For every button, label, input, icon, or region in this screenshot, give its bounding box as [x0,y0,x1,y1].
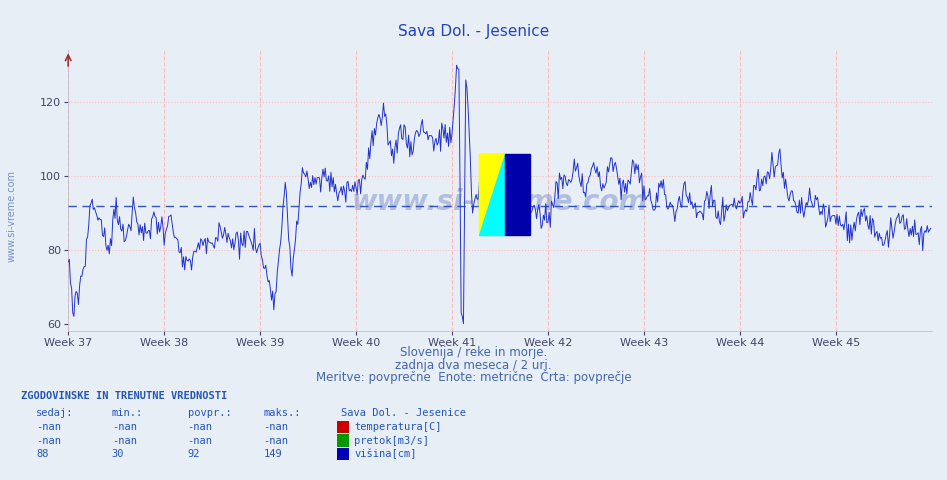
Text: ZGODOVINSKE IN TRENUTNE VREDNOSTI: ZGODOVINSKE IN TRENUTNE VREDNOSTI [21,391,227,401]
Text: www.si-vreme.com: www.si-vreme.com [7,170,16,262]
Polygon shape [479,154,505,235]
Text: maks.:: maks.: [263,408,301,418]
Text: www.si-vreme.com: www.si-vreme.com [351,188,649,216]
Text: povpr.:: povpr.: [188,408,231,418]
Text: -nan: -nan [188,435,212,445]
Bar [505,154,529,235]
Text: -nan: -nan [36,422,61,432]
Text: višina[cm]: višina[cm] [354,448,417,459]
Text: 30: 30 [112,449,124,459]
Text: sedaj:: sedaj: [36,408,74,418]
Text: Sava Dol. - Jesenice: Sava Dol. - Jesenice [341,408,466,418]
Text: 92: 92 [188,449,200,459]
Text: -nan: -nan [112,422,136,432]
Text: pretok[m3/s]: pretok[m3/s] [354,435,429,445]
Text: Sava Dol. - Jesenice: Sava Dol. - Jesenice [398,24,549,39]
Text: -nan: -nan [263,435,288,445]
Text: Slovenija / reke in morje.: Slovenija / reke in morje. [400,346,547,359]
Polygon shape [479,154,505,235]
Text: -nan: -nan [188,422,212,432]
Text: -nan: -nan [112,435,136,445]
Text: zadnja dva meseca / 2 uri.: zadnja dva meseca / 2 uri. [395,359,552,372]
Text: temperatura[C]: temperatura[C] [354,422,441,432]
Text: 88: 88 [36,449,48,459]
Text: min.:: min.: [112,408,143,418]
Text: 149: 149 [263,449,282,459]
Text: -nan: -nan [36,435,61,445]
Text: Meritve: povprečne  Enote: metrične  Črta: povprečje: Meritve: povprečne Enote: metrične Črta:… [315,369,632,384]
Text: -nan: -nan [263,422,288,432]
